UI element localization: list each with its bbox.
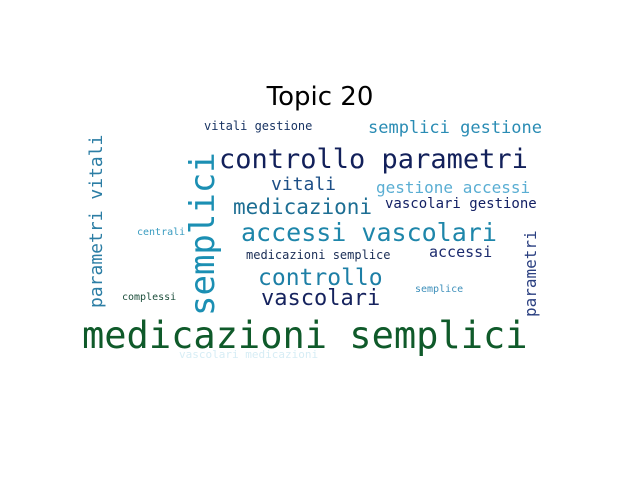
word-accessi-vascolari: accessi vascolari [241,218,497,247]
word-medicazioni-semplici: medicazioni semplici [82,314,528,357]
word-vascolari: vascolari [261,286,381,311]
word-centrali: centrali [137,227,186,238]
word-vascolari-medicazioni: vascolari medicazioni [179,348,319,361]
word-parametri-vitali: parametri vitali [86,134,107,308]
word-vitali: vitali [271,174,337,195]
word-medicazioni-semplice: medicazioni semplice [246,248,391,262]
word-semplice: semplice [415,284,464,295]
word-complessi: complessi [122,292,177,303]
word-semplici: semplici [183,152,223,316]
word-medicazioni: medicazioni [233,195,373,219]
word-controllo-parametri: controllo parametri [219,144,528,175]
word-semplici-gestione: semplici gestione [368,118,542,138]
word-cloud: medicazioni semplici semplici controllo … [80,118,560,363]
word-gestione-accessi: gestione accessi [376,178,531,197]
word-accessi: accessi [429,243,493,261]
plot-title: Topic 20 [266,82,374,112]
word-vascolari-gestione: vascolari gestione [385,196,537,212]
word-vitali-gestione: vitali gestione [204,119,313,133]
word-controllo: controllo [258,265,383,291]
word-parametri: parametri [521,230,540,317]
